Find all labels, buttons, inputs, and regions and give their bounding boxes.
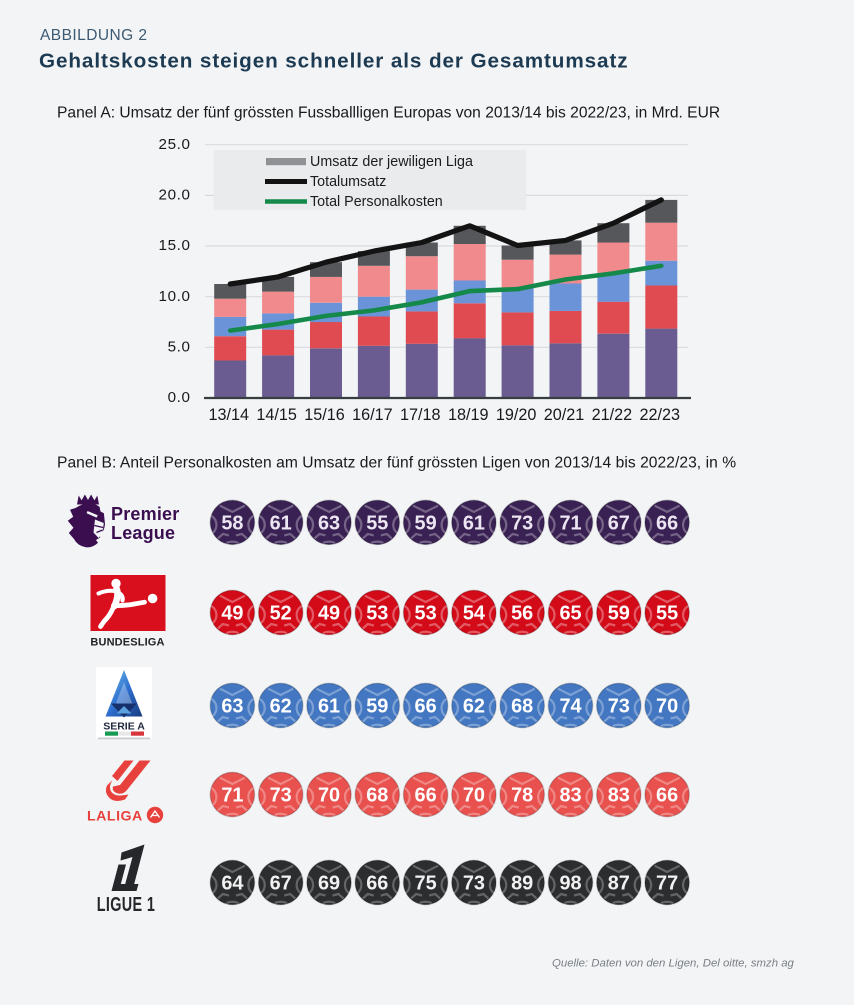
svg-text:17/18: 17/18	[400, 406, 441, 424]
svg-text:19/20: 19/20	[496, 406, 537, 424]
svg-text:63: 63	[318, 512, 340, 534]
svg-text:Premier: Premier	[111, 504, 179, 524]
svg-text:61: 61	[318, 696, 340, 718]
svg-text:SERIE A: SERIE A	[103, 721, 145, 733]
svg-text:87: 87	[608, 873, 630, 895]
svg-text:63: 63	[221, 696, 243, 718]
svg-text:98: 98	[559, 873, 581, 895]
svg-text:83: 83	[559, 785, 581, 807]
svg-text:68: 68	[366, 785, 388, 807]
svg-text:67: 67	[270, 873, 292, 895]
svg-text:13/14: 13/14	[208, 406, 249, 424]
svg-text:Panel B: Anteil Personalkosten: Panel B: Anteil Personalkosten am Umsatz…	[57, 455, 736, 472]
svg-text:62: 62	[463, 696, 485, 718]
svg-text:59: 59	[366, 696, 388, 718]
svg-text:74: 74	[559, 696, 581, 718]
svg-text:78: 78	[511, 785, 533, 807]
svg-text:66: 66	[415, 696, 437, 718]
svg-text:15/16: 15/16	[304, 406, 345, 424]
svg-text:75: 75	[415, 873, 437, 895]
svg-text:ABBILDUNG 2: ABBILDUNG 2	[40, 27, 147, 44]
svg-text:53: 53	[415, 603, 437, 625]
svg-text:56: 56	[511, 603, 533, 625]
svg-text:22/23: 22/23	[640, 406, 681, 424]
svg-text:59: 59	[415, 512, 437, 534]
svg-text:65: 65	[559, 603, 581, 625]
svg-text:70: 70	[318, 785, 340, 807]
svg-text:Umsatz der jewiligen Liga: Umsatz der jewiligen Liga	[310, 154, 473, 170]
svg-text:66: 66	[415, 785, 437, 807]
svg-text:83: 83	[608, 785, 630, 807]
svg-text:18/19: 18/19	[448, 406, 489, 424]
svg-text:66: 66	[366, 873, 388, 895]
svg-text:0.0: 0.0	[168, 389, 191, 406]
svg-text:69: 69	[318, 873, 340, 895]
svg-text:73: 73	[270, 785, 292, 807]
svg-text:67: 67	[608, 512, 630, 534]
svg-text:Panel A: Umsatz der fünf gröss: Panel A: Umsatz der fünf grössten Fussba…	[57, 105, 720, 122]
svg-text:20/21: 20/21	[544, 406, 585, 424]
svg-text:20.0: 20.0	[159, 187, 191, 204]
svg-text:66: 66	[656, 785, 678, 807]
svg-text:LIGUE 1: LIGUE 1	[97, 893, 155, 916]
svg-text:25.0: 25.0	[159, 136, 191, 153]
svg-text:61: 61	[270, 512, 292, 534]
svg-text:70: 70	[463, 785, 485, 807]
svg-text:LALIGA: LALIGA	[87, 809, 143, 825]
svg-text:55: 55	[656, 603, 678, 625]
svg-text:70: 70	[656, 696, 678, 718]
svg-text:BUNDESLIGA: BUNDESLIGA	[90, 637, 164, 649]
svg-text:Quelle: Daten von den Ligen, D: Quelle: Daten von den Ligen, Del oitte, …	[552, 958, 795, 970]
svg-text:15.0: 15.0	[159, 237, 191, 254]
svg-text:49: 49	[318, 603, 340, 625]
svg-text:66: 66	[656, 512, 678, 534]
svg-text:53: 53	[366, 603, 388, 625]
svg-text:Gehaltskosten steigen schnelle: Gehaltskosten steigen schneller als der …	[39, 50, 628, 73]
svg-text:62: 62	[270, 696, 292, 718]
svg-text:68: 68	[511, 696, 533, 718]
svg-text:61: 61	[463, 512, 485, 534]
svg-text:Total Personalkosten: Total Personalkosten	[310, 194, 443, 210]
svg-text:54: 54	[463, 603, 485, 625]
svg-text:73: 73	[511, 512, 533, 534]
svg-text:71: 71	[559, 512, 581, 534]
svg-text:55: 55	[366, 512, 388, 534]
svg-text:10.0: 10.0	[159, 288, 191, 305]
svg-text:77: 77	[656, 873, 678, 895]
svg-text:58: 58	[221, 512, 243, 534]
svg-text:5.0: 5.0	[168, 339, 191, 356]
svg-text:16/17: 16/17	[352, 406, 393, 424]
svg-text:Totalumsatz: Totalumsatz	[310, 174, 386, 190]
svg-text:71: 71	[221, 785, 243, 807]
svg-text:14/15: 14/15	[256, 406, 297, 424]
svg-text:League: League	[111, 523, 175, 543]
svg-text:64: 64	[221, 873, 243, 895]
svg-text:52: 52	[270, 603, 292, 625]
svg-text:73: 73	[463, 873, 485, 895]
svg-text:21/22: 21/22	[592, 406, 633, 424]
svg-text:59: 59	[608, 603, 630, 625]
svg-text:49: 49	[221, 603, 243, 625]
svg-text:89: 89	[511, 873, 533, 895]
svg-text:73: 73	[608, 696, 630, 718]
